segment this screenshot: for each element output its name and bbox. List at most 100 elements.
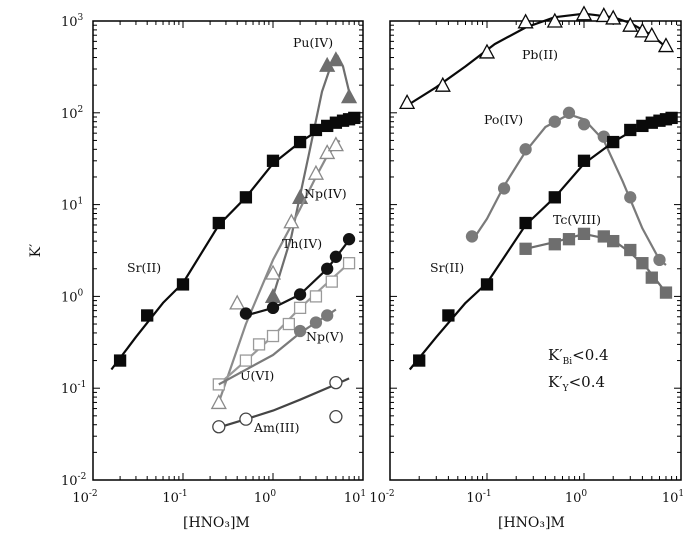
left-y-tick-label: 102 <box>61 105 83 122</box>
left-point-np-iv <box>319 144 336 160</box>
left-point-th-iv <box>293 288 307 301</box>
right-point-pb-ii <box>643 26 660 42</box>
right-point-pb-ii <box>622 16 639 32</box>
left-point-sr-ii <box>141 309 154 322</box>
left-point-sr-ii <box>239 191 253 204</box>
left-point-th-iv <box>239 307 253 320</box>
left-point-sr-ii <box>176 278 190 291</box>
left-point-u-vi <box>325 275 338 288</box>
right-point-sr-ii <box>665 111 678 125</box>
right-point-sr-ii <box>480 278 494 291</box>
left-y-tick-label: 10-1 <box>61 380 86 397</box>
right-point-po-iv <box>465 230 479 243</box>
right-point-pb-ii <box>398 93 416 109</box>
left-point-sr-ii <box>212 216 225 230</box>
left-label-np-iv: Np(IV) <box>304 186 347 201</box>
right-point-tc-viii <box>519 242 532 255</box>
right-point-po-iv <box>548 115 561 128</box>
right-point-sr-ii <box>577 154 591 167</box>
right-x-tick-label: 10-1 <box>466 489 491 506</box>
right-point-sr-ii <box>413 354 426 367</box>
left-point-sr-ii <box>309 123 323 137</box>
right-point-pb-ii <box>434 76 451 92</box>
right-label-tc-viii: Tc(VIII) <box>553 212 601 227</box>
right-point-po-iv <box>519 143 532 156</box>
right-point-po-iv <box>562 106 576 119</box>
left-point-np-iv <box>327 136 344 152</box>
left-x-tick-label: 10-2 <box>72 489 97 506</box>
left-series-np-v: Np(V) <box>218 308 344 386</box>
left-series-th-iv: Th(IV) <box>239 233 356 320</box>
left-label-u-vi: U(VI) <box>240 368 274 383</box>
left-plot-frame <box>92 20 364 481</box>
left-x-axis-title: [HNO₃]M <box>183 515 250 531</box>
right-point-pb-ii <box>575 5 593 21</box>
right-point-pb-ii <box>634 22 651 38</box>
left-label-pu-iv: Pu(IV) <box>293 35 333 50</box>
left-point-sr-ii <box>348 111 361 125</box>
right-note-y: K′Y<0.4 <box>548 373 605 394</box>
left-point-u-vi <box>309 290 323 303</box>
right-point-sr-ii <box>442 309 455 322</box>
left-point-sr-ii <box>113 354 127 367</box>
right-point-tc-viii <box>636 257 649 270</box>
left-y-axis-title: K′ <box>28 244 44 258</box>
right-point-po-iv <box>577 118 591 131</box>
left-series-sr-ii: Sr(II) <box>110 111 361 371</box>
right-series-pb-ii: Pb(II) <box>398 5 675 109</box>
right-point-sr-ii <box>548 191 561 204</box>
left-point-np-iv <box>210 394 227 410</box>
left-panel: 10-2 10-1 100 101 10-2 10-1 100 101 102 103 K′ [HNO… <box>28 13 366 531</box>
right-point-pb-ii <box>478 43 496 59</box>
right-point-sr-ii <box>519 216 532 230</box>
left-point-u-vi <box>342 257 356 270</box>
right-x-axis-title: [HNO₃]M <box>498 515 565 531</box>
right-x-tick-label: 100 <box>565 489 588 506</box>
right-point-tc-viii <box>624 243 637 257</box>
left-point-am-iii <box>329 375 343 390</box>
right-label-pb-ii: Pb(II) <box>522 47 558 62</box>
left-point-pu-iv <box>340 88 358 104</box>
right-point-tc-viii <box>548 238 561 251</box>
left-point-th-iv <box>266 301 280 315</box>
left-y-tick-label: 10-2 <box>61 472 86 489</box>
left-point-th-iv <box>321 262 334 275</box>
right-point-pb-ii <box>657 37 675 53</box>
right-point-tc-viii <box>562 233 576 246</box>
left-point-u-vi <box>266 329 280 343</box>
left-x-tick-label: 101 <box>344 489 366 506</box>
right-point-po-iv <box>624 191 637 204</box>
left-point-u-vi <box>293 301 307 315</box>
left-label-th-iv: Th(IV) <box>282 236 322 251</box>
left-point-np-iv <box>307 164 325 180</box>
left-point-am-iii <box>329 409 343 424</box>
left-point-pu-iv <box>327 51 344 67</box>
left-point-u-vi <box>252 338 266 351</box>
right-note-bi: K′Bi<0.4 <box>548 346 609 367</box>
left-series-am-iii: Am(III) <box>212 375 350 435</box>
left-point-np-v <box>321 309 334 322</box>
right-point-pb-ii <box>546 12 563 28</box>
right-point-sr-ii <box>624 123 637 137</box>
right-point-tc-viii <box>645 271 658 284</box>
right-label-sr-ii: Sr(II) <box>430 260 464 275</box>
right-point-tc-viii <box>659 286 673 299</box>
right-series-tc-viii: Tc(VIII) <box>519 212 673 299</box>
left-point-u-vi <box>282 317 295 331</box>
right-point-po-iv <box>497 182 511 195</box>
right-series-sr-ii: Sr(II) <box>408 111 678 371</box>
right-point-pb-ii <box>595 7 612 23</box>
right-x-tick-label: 10-2 <box>369 489 394 506</box>
left-point-sr-ii <box>293 135 307 149</box>
left-point-u-vi <box>239 354 253 367</box>
right-label-po-iv: Po(IV) <box>484 112 523 127</box>
right-x-tick-label: 101 <box>662 489 684 506</box>
right-panel: 10-2 10-1 100 101 [HNO₃]M Pb(II) Po(IV) Tc(VIII… <box>369 5 684 531</box>
left-x-tick-label: 100 <box>254 489 277 506</box>
right-plot-frame <box>389 20 682 481</box>
right-series-po-iv: Po(IV) <box>465 106 667 267</box>
left-point-np-v <box>293 324 307 338</box>
left-point-th-iv <box>329 250 343 263</box>
